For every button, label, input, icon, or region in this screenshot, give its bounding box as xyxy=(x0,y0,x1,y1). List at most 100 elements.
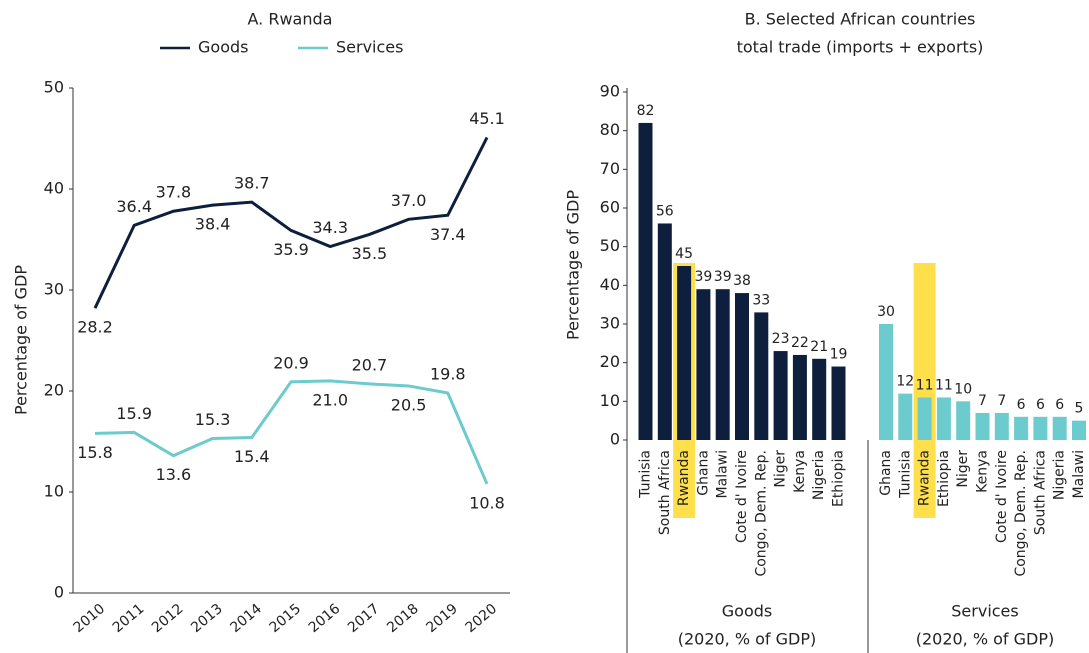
x-tick-label: 2011 xyxy=(110,601,148,636)
data-label: 82 xyxy=(637,103,655,119)
x-tick-label: Tunisia xyxy=(897,450,913,499)
bar xyxy=(936,397,951,440)
data-label: 28.2 xyxy=(77,318,113,337)
data-label: 15.9 xyxy=(116,404,152,423)
y-tick-label: 20 xyxy=(44,381,64,400)
bar xyxy=(638,122,653,440)
x-tick-label: 2012 xyxy=(149,601,187,636)
bar xyxy=(1033,416,1048,440)
x-tick-label: South Africa xyxy=(1032,450,1048,535)
bar xyxy=(754,312,769,440)
data-label: 6 xyxy=(1017,397,1026,413)
x-tick-label: Ethiopia xyxy=(831,450,847,507)
legend-label: Services xyxy=(336,38,403,57)
y-tick-label: 10 xyxy=(44,482,64,501)
y-tick-label: 60 xyxy=(600,198,620,217)
y-tick-label: 0 xyxy=(610,430,620,449)
data-label: 10 xyxy=(954,381,972,397)
y-tick-label: 10 xyxy=(600,391,620,410)
data-label: 37.8 xyxy=(156,183,192,202)
x-tick-label: 2019 xyxy=(423,601,461,636)
x-tick-label: Nigeria xyxy=(1052,450,1068,500)
data-label: 37.0 xyxy=(391,191,427,210)
x-tick-label: Tunisia xyxy=(638,450,654,499)
y-axis-label: Percentage of GDP xyxy=(12,265,31,415)
x-tick-label: 2016 xyxy=(306,601,344,636)
group-label: Services xyxy=(951,602,1018,621)
data-label: 10.8 xyxy=(469,493,505,512)
x-tick-label: Kenya xyxy=(792,450,808,493)
y-tick-label: 90 xyxy=(600,82,620,101)
data-label: 35.9 xyxy=(273,240,309,259)
bar xyxy=(1014,416,1029,440)
bar xyxy=(831,366,846,440)
x-tick-label: Malawi xyxy=(1071,450,1087,498)
bar xyxy=(812,358,827,440)
data-label: 45 xyxy=(675,246,693,262)
group-label: Goods xyxy=(722,602,772,621)
bar xyxy=(917,397,932,440)
x-tick-label: Rwanda xyxy=(676,450,692,506)
x-tick-label: Kenya xyxy=(975,450,991,493)
chart-title: B. Selected African countries xyxy=(745,10,976,29)
group-note: (2020, % of GDP) xyxy=(916,630,1055,649)
y-tick-label: 50 xyxy=(600,236,620,255)
bar xyxy=(773,351,788,440)
data-label: 38 xyxy=(733,273,751,289)
data-label: 21 xyxy=(810,339,828,355)
x-tick-label: Congo, Dem. Rep. xyxy=(753,450,769,577)
data-label: 13.6 xyxy=(156,465,192,484)
x-tick-label: South Africa xyxy=(657,450,673,535)
data-label: 37.4 xyxy=(430,225,466,244)
data-label: 6 xyxy=(1055,397,1064,413)
x-tick-label: Congo, Dem. Rep. xyxy=(1013,450,1029,577)
y-tick-label: 40 xyxy=(44,179,64,198)
chart-subtitle: total trade (imports + exports) xyxy=(737,38,984,57)
y-tick-label: 80 xyxy=(600,120,620,139)
data-label: 38.7 xyxy=(234,174,270,193)
x-tick-label: Niger xyxy=(773,450,789,488)
data-label: 21.0 xyxy=(312,390,348,409)
x-tick-label: Ghana xyxy=(878,450,894,496)
y-tick-label: 30 xyxy=(44,280,64,299)
y-tick-label: 20 xyxy=(600,352,620,371)
legend-label: Goods xyxy=(198,38,248,57)
data-label: 15.3 xyxy=(195,410,231,429)
data-label: 11 xyxy=(935,377,953,393)
data-label: 20.7 xyxy=(352,355,388,374)
data-label: 19 xyxy=(830,347,848,363)
y-axis-label: Percentage of GDP xyxy=(564,190,583,340)
data-label: 56 xyxy=(656,203,674,219)
x-tick-label: 2013 xyxy=(188,601,226,636)
data-label: 11 xyxy=(916,377,934,393)
x-tick-label: 2017 xyxy=(345,601,383,636)
x-tick-label: Rwanda xyxy=(917,450,933,506)
data-label: 34.3 xyxy=(312,218,348,237)
bar xyxy=(879,324,893,440)
bar xyxy=(956,401,971,440)
data-label: 39 xyxy=(694,269,712,285)
x-tick-label: Malawi xyxy=(715,450,731,498)
highlight xyxy=(913,263,936,518)
data-label: 39 xyxy=(714,269,732,285)
bar xyxy=(1072,420,1086,440)
line-series xyxy=(93,136,489,309)
data-label: 23 xyxy=(772,331,790,347)
data-label: 36.4 xyxy=(116,197,152,216)
x-tick-label: 2010 xyxy=(71,601,109,636)
y-tick-label: 30 xyxy=(600,314,620,333)
bar xyxy=(975,412,990,440)
data-label: 12 xyxy=(896,374,914,390)
group-note: (2020, % of GDP) xyxy=(678,630,817,649)
bar xyxy=(1052,416,1067,440)
line-series xyxy=(94,379,489,485)
bar xyxy=(735,293,749,440)
x-tick-label: Ghana xyxy=(695,450,711,496)
data-label: 20.5 xyxy=(391,395,427,414)
x-tick-label: Cote d' Ivoire xyxy=(734,450,750,543)
bar xyxy=(677,266,692,440)
bar xyxy=(898,393,913,440)
y-tick-label: 50 xyxy=(44,78,64,97)
x-tick-label: 2018 xyxy=(384,601,422,636)
